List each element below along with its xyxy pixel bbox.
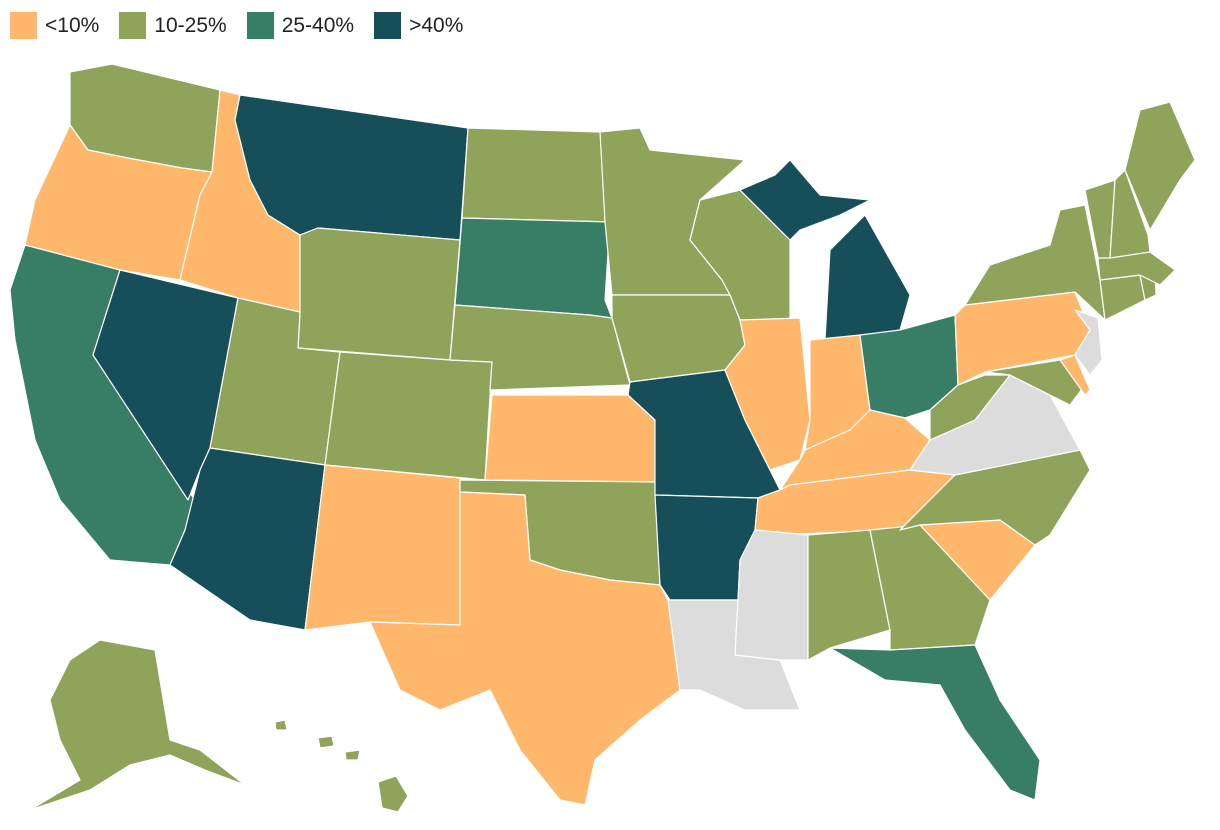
- legend-label: 10-25%: [154, 13, 227, 37]
- legend-swatch: [10, 12, 37, 39]
- legend-swatch: [246, 12, 274, 39]
- state-nj[interactable]: [1074, 309, 1103, 376]
- state-sd[interactable]: [454, 217, 613, 319]
- state-mi[interactable]: [824, 214, 911, 341]
- state-ks[interactable]: [484, 394, 656, 483]
- state-nm[interactable]: [304, 464, 461, 631]
- state-mi-upper[interactable]: [739, 159, 871, 241]
- state-ct[interactable]: [1099, 274, 1146, 321]
- legend-swatch: [374, 12, 402, 39]
- state-nh[interactable]: [1109, 169, 1151, 259]
- state-il[interactable]: [724, 317, 811, 471]
- state-de[interactable]: [1059, 354, 1091, 396]
- state-ne[interactable]: [449, 304, 631, 391]
- state-ms[interactable]: [734, 529, 809, 661]
- state-co[interactable]: [324, 351, 493, 481]
- state-ia[interactable]: [611, 294, 746, 383]
- state-nd[interactable]: [461, 127, 611, 223]
- state-hi[interactable]: [274, 719, 409, 813]
- legend-item-10-25: 10-25%: [119, 12, 227, 39]
- legend-swatch: [119, 12, 147, 39]
- legend-item-25-40: 25-40%: [246, 12, 355, 39]
- legend-label: <10%: [45, 13, 100, 37]
- legend-item-lt10: <10%: [10, 12, 99, 39]
- legend-item-gt40: >40%: [374, 12, 463, 39]
- state-al[interactable]: [807, 529, 891, 661]
- state-wy[interactable]: [297, 227, 461, 361]
- state-tx[interactable]: [369, 491, 681, 806]
- legend-label: >40%: [409, 13, 464, 37]
- state-ak[interactable]: [29, 639, 246, 811]
- legend: <10% 10-25% 25-40% >40%: [10, 12, 483, 39]
- state-fl[interactable]: [829, 644, 1041, 801]
- legend-label: 25-40%: [281, 13, 355, 37]
- state-me[interactable]: [1124, 101, 1196, 231]
- state-ny[interactable]: [964, 204, 1106, 321]
- state-wv[interactable]: [929, 374, 1011, 441]
